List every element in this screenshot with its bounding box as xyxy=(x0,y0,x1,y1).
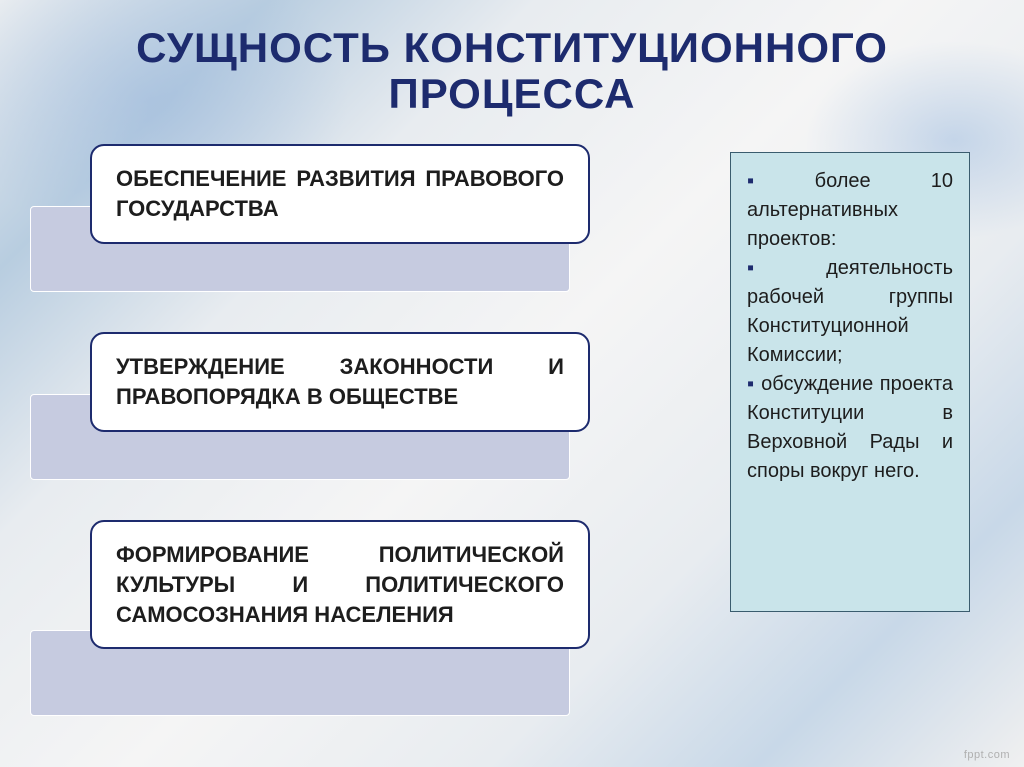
side-panel-list: более 10 альтернативных проектов: деятел… xyxy=(747,167,953,486)
block-group-1: ОБЕСПЕЧЕНИЕ РАЗВИТИЯ ПРАВОВОГО ГОСУДАРСТ… xyxy=(30,144,630,304)
side-item-2: деятельность рабочей группы Конституцион… xyxy=(747,254,953,370)
card-3: ФОРМИРОВАНИЕ ПОЛИТИЧЕСКОЙ КУЛЬТУРЫ И ПОЛ… xyxy=(90,520,590,649)
slide-title: СУЩНОСТЬ КОНСТИТУЦИОННОГО ПРОЦЕССА xyxy=(0,0,1024,132)
content-row: ОБЕСПЕЧЕНИЕ РАЗВИТИЯ ПРАВОВОГО ГОСУДАРСТ… xyxy=(0,132,1024,700)
right-column: более 10 альтернативных проектов: деятел… xyxy=(630,132,994,700)
side-panel: более 10 альтернативных проектов: деятел… xyxy=(730,152,970,612)
side-item-1: более 10 альтернативных проектов: xyxy=(747,167,953,254)
card-1: ОБЕСПЕЧЕНИЕ РАЗВИТИЯ ПРАВОВОГО ГОСУДАРСТ… xyxy=(90,144,590,243)
side-item-3: обсуждение проекта Конституции в Верховн… xyxy=(747,370,953,486)
block-group-2: УТВЕРЖДЕНИЕ ЗАКОННОСТИ И ПРАВОПОРЯДКА В … xyxy=(30,332,630,492)
block-group-3: ФОРМИРОВАНИЕ ПОЛИТИЧЕСКОЙ КУЛЬТУРЫ И ПОЛ… xyxy=(30,520,630,700)
card-2: УТВЕРЖДЕНИЕ ЗАКОННОСТИ И ПРАВОПОРЯДКА В … xyxy=(90,332,590,431)
footer-watermark: fppt.com xyxy=(964,749,1010,761)
left-column: ОБЕСПЕЧЕНИЕ РАЗВИТИЯ ПРАВОВОГО ГОСУДАРСТ… xyxy=(30,132,630,700)
